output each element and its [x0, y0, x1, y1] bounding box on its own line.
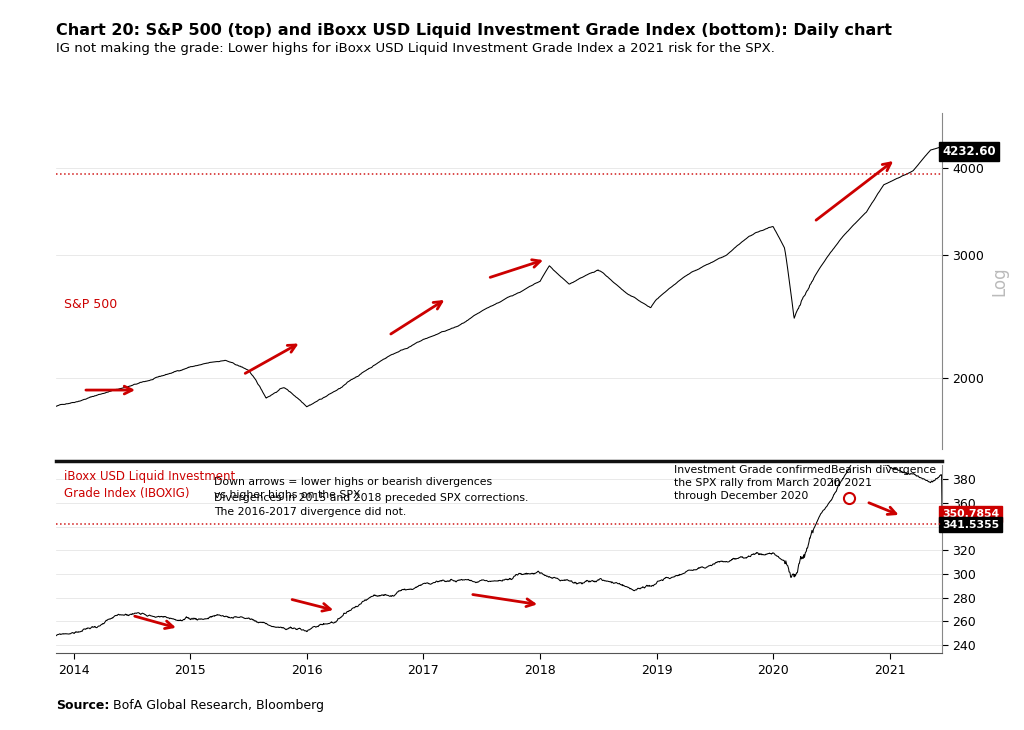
Text: Divergences in 2015 and 2018 preceded SPX corrections.
The 2016-2017 divergence : Divergences in 2015 and 2018 preceded SP… [214, 493, 528, 517]
Text: S&P 500: S&P 500 [65, 298, 118, 311]
Text: IG not making the grade: Lower highs for iBoxx USD Liquid Investment Grade Index: IG not making the grade: Lower highs for… [56, 42, 775, 55]
Text: Down arrows = lower highs or bearish divergences
vs higher highs on the SPX: Down arrows = lower highs or bearish div… [214, 477, 492, 500]
Text: Investment Grade confirmed
the SPX rally from March 2020
through December 2020: Investment Grade confirmed the SPX rally… [674, 465, 841, 502]
Text: Chart 20: S&P 500 (top) and iBoxx USD Liquid Investment Grade Index (bottom): Da: Chart 20: S&P 500 (top) and iBoxx USD Li… [56, 23, 892, 39]
Text: 4232.60: 4232.60 [942, 145, 995, 158]
Text: BofA Global Research, Bloomberg: BofA Global Research, Bloomberg [105, 699, 325, 712]
Text: 350.7854: 350.7854 [942, 509, 999, 519]
Text: Log: Log [991, 266, 1009, 296]
Text: 341.5355: 341.5355 [942, 520, 999, 530]
Text: Source:: Source: [56, 699, 110, 712]
Text: Bearish divergence
in 2021: Bearish divergence in 2021 [831, 465, 937, 488]
Text: iBoxx USD Liquid Investment
Grade Index (IBOXIG): iBoxx USD Liquid Investment Grade Index … [65, 469, 236, 500]
